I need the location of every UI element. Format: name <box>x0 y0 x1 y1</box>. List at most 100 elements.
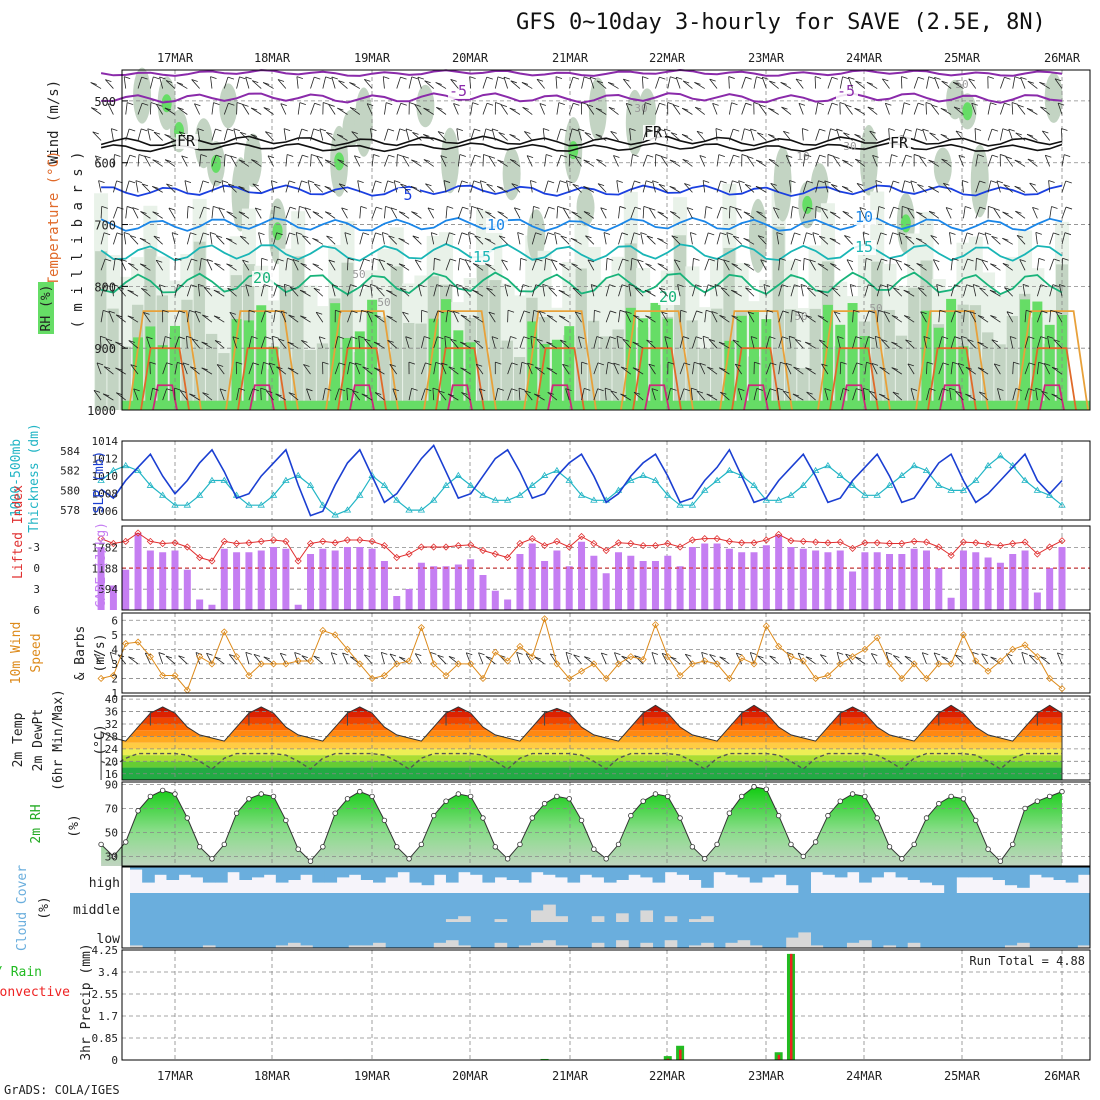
rh-column <box>648 302 663 410</box>
wind-barb-flag <box>809 259 816 263</box>
wind-barbs <box>90 76 1073 401</box>
wind-barb-flag <box>362 366 369 370</box>
wind-barb-flag <box>346 387 353 391</box>
rh-2m-point <box>837 798 843 804</box>
wind-barb-flag <box>201 341 208 345</box>
wind-barb-flag <box>651 388 659 392</box>
wind-barb <box>1026 133 1038 141</box>
wind10m-barb-flag <box>415 653 422 656</box>
wind10m-barb <box>870 653 878 665</box>
wind-barb-flag <box>351 310 358 314</box>
cape-bar <box>972 552 980 610</box>
cloud-high-bar <box>628 867 641 875</box>
wind10m-barb-flag <box>448 656 456 659</box>
wind-barb-flag <box>373 257 380 261</box>
wind-barb <box>938 336 943 349</box>
wind-barb-flag <box>238 159 246 163</box>
wind-barb-flag <box>934 76 941 80</box>
wind-barb <box>782 390 792 401</box>
wind-barb <box>312 211 324 219</box>
wind-barb-flag <box>409 102 416 105</box>
wind-barb <box>889 206 894 219</box>
wind-barb-flag <box>1051 206 1058 209</box>
warm-contour <box>719 310 793 411</box>
wind-barb <box>288 314 299 323</box>
wind-barb <box>556 206 559 219</box>
wind-barb-flag <box>221 180 229 183</box>
wind10m-barb-flag <box>820 654 827 658</box>
wind-barb <box>184 180 188 193</box>
wind-barb-flag <box>328 259 336 263</box>
wind-barb-flag <box>414 104 421 107</box>
wind-barb <box>470 206 472 219</box>
temperature-label-2: 2m DewPt <box>31 709 46 772</box>
rh-2m-point <box>184 815 191 821</box>
rh-2m-point <box>738 793 745 800</box>
pressure-tick: 800 <box>94 280 116 294</box>
wind-barb-flag <box>562 363 569 367</box>
wind-barb-flag <box>854 133 861 137</box>
wind-barb <box>482 77 488 89</box>
cape-bar <box>257 550 265 610</box>
wind-barb <box>574 311 582 323</box>
wind-barb <box>312 263 324 271</box>
wind-barb-flag <box>551 259 558 263</box>
wind-barb <box>146 336 151 349</box>
wind10m-barb <box>294 652 299 665</box>
rh-shade-mid <box>193 241 206 410</box>
thickness-point <box>651 476 660 483</box>
wind-barb <box>702 336 706 349</box>
wind-barb-flag <box>745 102 752 106</box>
rh-2m-point <box>1034 798 1041 804</box>
cape-bar <box>467 559 475 610</box>
wind-barb <box>1004 287 1014 297</box>
wind-barb <box>1000 128 1004 141</box>
wind10m-barb-flag <box>972 651 979 655</box>
wind-barb <box>827 103 833 115</box>
rh-contour-label: 50 <box>955 78 968 91</box>
cape-bar <box>417 562 425 610</box>
wind-barb <box>159 76 164 89</box>
thickness-point <box>1045 491 1054 498</box>
wind-barb-flag <box>842 210 849 214</box>
wind-barb-flag <box>1057 102 1065 106</box>
wind-barb <box>435 82 447 89</box>
wind-barb <box>963 206 966 219</box>
wind-barb <box>830 263 841 271</box>
wind-barb <box>223 76 229 89</box>
wind-barb-flag <box>1045 154 1052 158</box>
wind-barb-flag <box>485 211 492 215</box>
wind-barb-flag <box>682 107 689 111</box>
wind-barb <box>1060 128 1063 141</box>
wind-barb-flag <box>830 128 837 132</box>
rh-2m-point <box>517 841 523 848</box>
wind-barb <box>605 258 608 271</box>
wind-barb-flag <box>421 309 428 313</box>
wind-barb-flag <box>159 76 166 80</box>
wind-barb <box>781 106 792 115</box>
wind-barb-flag <box>943 182 950 186</box>
wind-barb-flag <box>460 341 467 345</box>
wind-barb <box>447 393 459 401</box>
wind-barb-flag <box>708 258 715 262</box>
wind-barb-flag <box>462 206 469 210</box>
wind-barb-flag <box>233 128 240 132</box>
wind-barb <box>171 232 176 245</box>
wind-barb <box>583 211 595 219</box>
wind-barb-flag <box>633 391 641 395</box>
wind-barb <box>322 76 327 89</box>
cape-bar <box>516 554 524 610</box>
wind-barb <box>108 310 114 323</box>
wind-barb <box>324 211 336 219</box>
wind-barb-flag <box>415 259 422 263</box>
wind10m-point <box>356 660 364 668</box>
wind-barb-flag <box>287 341 294 345</box>
wind-barb-flag <box>91 107 98 110</box>
wind-barb <box>728 155 734 167</box>
cloud-high-bar <box>895 867 909 878</box>
wind-barb-flag <box>868 284 875 288</box>
wind-barb <box>735 207 743 219</box>
wind-barb <box>300 263 311 271</box>
wind-barb <box>620 366 632 375</box>
wind-barb-flag <box>1011 102 1019 105</box>
